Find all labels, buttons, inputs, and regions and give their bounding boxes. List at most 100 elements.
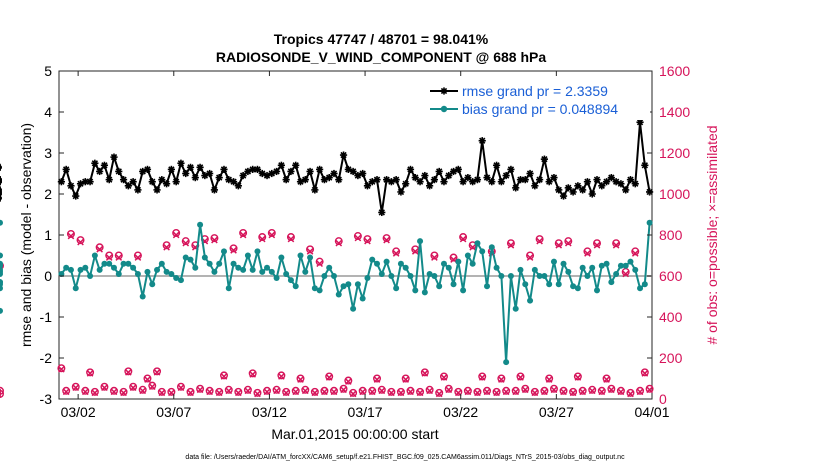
bias-point [158,260,165,267]
bias-point [407,273,414,279]
rmse-point [507,165,515,173]
rmse-point [100,161,109,169]
bias-point [163,268,170,275]
obs-possible-point [416,387,425,396]
obs-assimilated-point [177,384,185,392]
bias-point [512,305,519,312]
rmse-point [220,165,228,173]
obs-assimilated-point [574,374,582,381]
obs-assimilated-point [273,387,280,395]
chart-title: Tropics 47747 / 48701 = 98.041% [274,31,489,47]
obs-assimilated-point [254,390,261,398]
obs-possible-point [454,387,463,396]
rmse-point [110,153,118,161]
bias-point [168,270,175,277]
bias-point [388,273,395,279]
rmse-point [631,180,639,188]
bias-point [130,264,137,271]
bias-point [177,277,184,284]
obs-assimilated-point [445,386,453,394]
rmse-point [158,176,166,184]
rmse-point [57,178,65,186]
bias-point [335,291,342,298]
obs-assimilated-point [282,389,290,397]
bias-point [192,264,199,271]
obs-assimilated-point [292,388,300,396]
rmse-point [588,190,596,198]
obs-possible-point [90,387,99,396]
obs-assimilated-point [407,388,414,396]
x-tick-label: 03/22 [443,404,478,420]
rmse-point [191,174,199,182]
obs-possible-point [95,243,104,252]
obs-assimilated-point [526,254,534,261]
obs-possible-point [215,387,224,396]
rmse-point [564,184,572,192]
obs-possible-point [57,364,66,373]
bias-point [364,275,371,282]
y2-tick-label: 400 [659,309,683,325]
x-axis-label: Mar.01,2015 00:00:00 start [271,426,438,442]
rmse-point [555,186,563,194]
bias-point [211,268,218,275]
bias-point [87,273,94,279]
bias-point [450,281,457,288]
y-tick-label: 0 [44,268,52,284]
obs-possible-point [282,387,291,396]
obs-assimilated-point [278,373,285,380]
obs-assimilated-point [541,388,548,396]
obs-assimilated-point [96,246,103,253]
obs-possible-point [129,382,138,391]
rmse-point [459,178,467,186]
bias-point [393,285,400,292]
obs-assimilated-point [512,388,520,396]
obs-possible-point [387,387,396,396]
obs-assimilated-point [627,390,634,398]
bias-point [187,256,194,263]
bias-point [0,219,3,226]
rmse-point [272,167,281,176]
bias-point [350,305,357,312]
rmse-point [402,180,410,188]
bias-point [646,219,653,226]
bias-point [570,283,577,290]
bias-point [91,252,98,259]
rmse-point [339,151,348,159]
legend: rmse grand pr = 2.3359 bias grand pr = 0… [424,80,650,120]
obs-assimilated-point [148,383,156,391]
rmse-point [316,165,324,173]
bias-point [412,287,419,294]
bias-point [77,266,84,273]
obs-assimilated-point [631,250,639,257]
obs-assimilated-point [306,248,314,255]
y-tick-label: 5 [44,63,52,79]
y2-axis-label: # of obs: o=possible; ×=assimilated [704,125,720,344]
obs-possible-point [243,385,252,394]
rmse-point [598,182,606,190]
obs-possible-point [143,374,152,383]
obs-assimilated-point [545,376,553,383]
bias-point [641,281,648,288]
obs-assimilated-point [330,388,338,396]
rmse-point [215,174,223,182]
obs-possible-point [167,387,176,396]
y2-tick-label: 1200 [659,145,690,161]
y-tick-label: 4 [44,104,52,120]
bias-point [627,258,634,265]
rmse-point [301,176,309,184]
obs-assimilated-point [196,386,204,394]
rmse-point [521,176,529,184]
obs-assimilated-point [383,236,390,244]
obs-possible-point [578,386,587,395]
obs-assimilated-point [354,234,362,242]
rmse-point [411,174,419,182]
obs-possible-point [549,384,558,393]
obs-possible-point [449,253,458,262]
rmse-point [602,178,611,186]
bias-point [287,277,294,284]
obs-possible-point [234,387,243,396]
rmse-point [153,186,161,194]
bias-point [426,270,433,277]
obs-possible-point [263,386,272,395]
bias-point [154,266,161,273]
